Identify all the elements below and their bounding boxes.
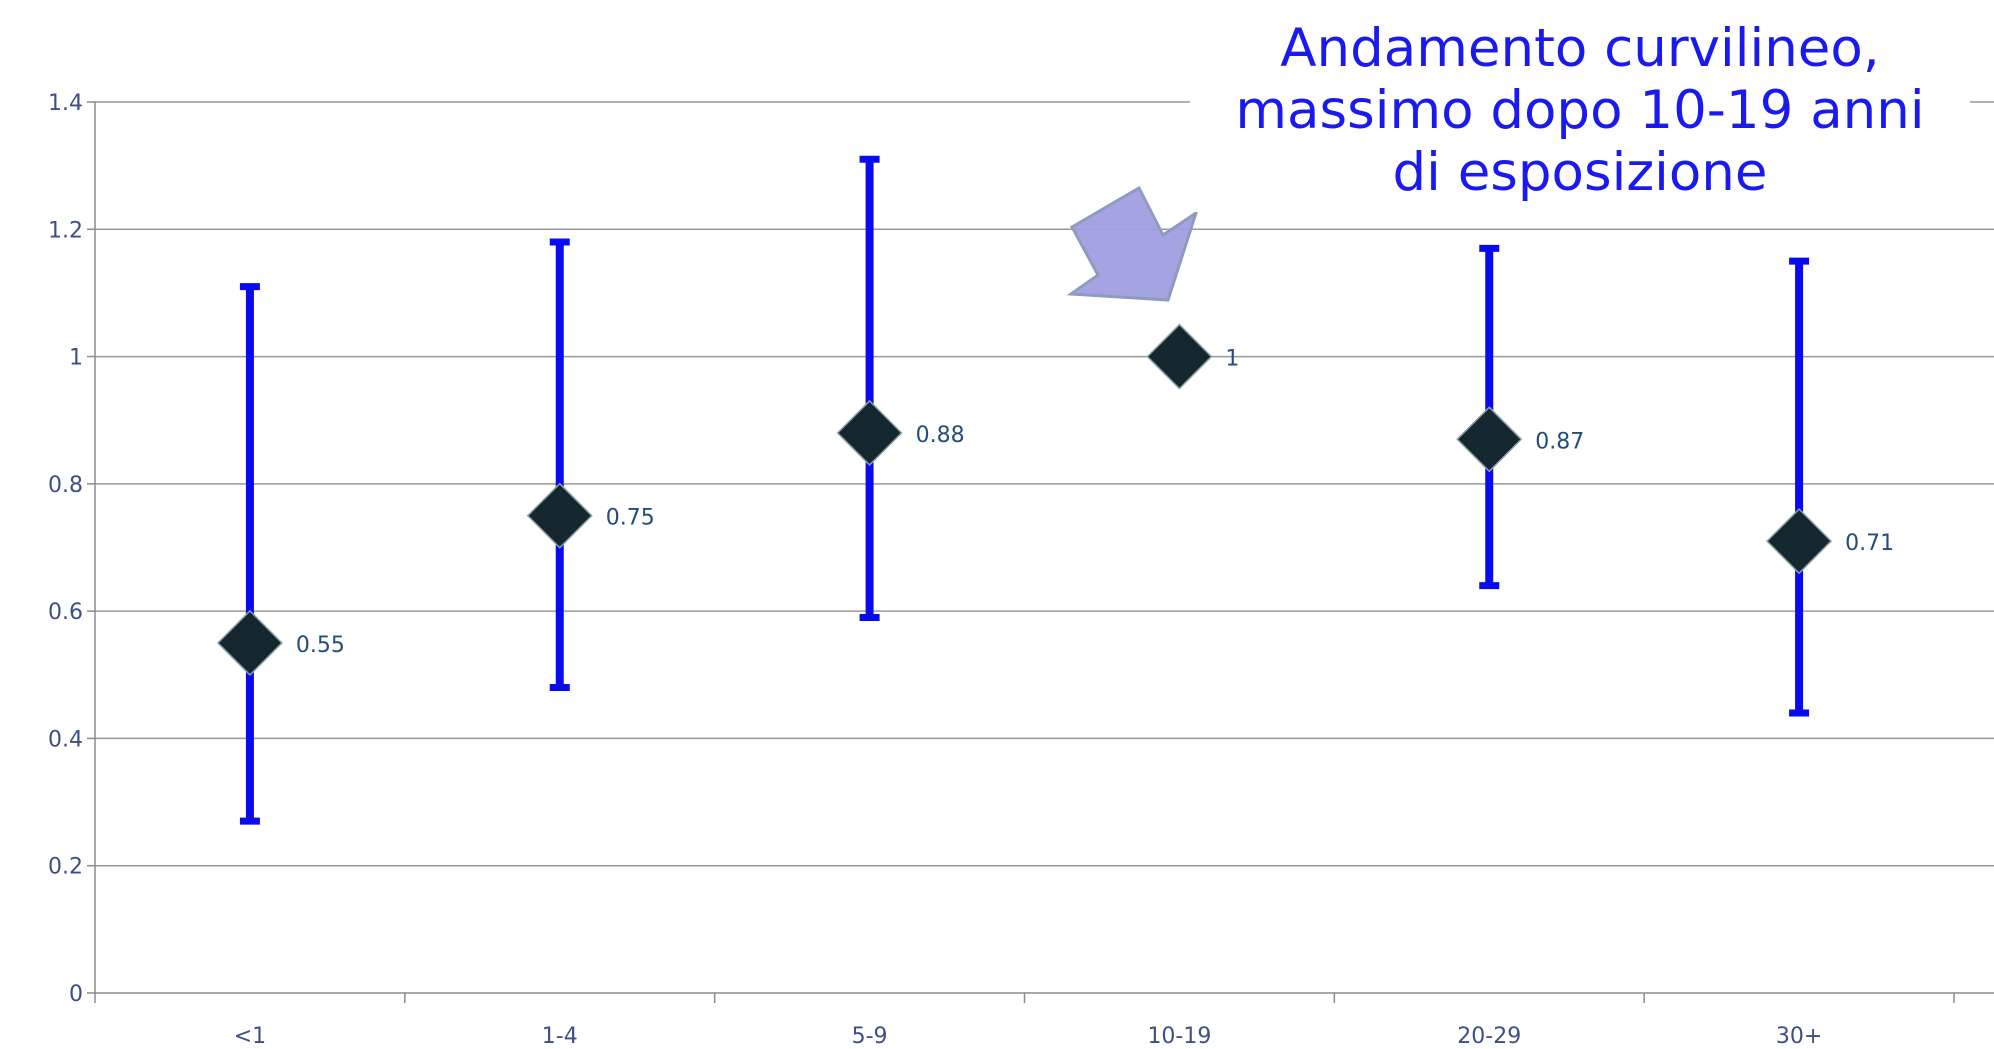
x-tick-label: 1-4 — [542, 1024, 578, 1049]
y-tick-label: 0.2 — [48, 855, 83, 880]
error-bar — [1789, 261, 1809, 713]
annotation-text: Andamento curvilineo, massimo dopo 10-19… — [1190, 14, 1970, 212]
data-label: 0.75 — [606, 506, 655, 531]
data-point — [1767, 509, 1831, 573]
data-label: 0.88 — [916, 423, 965, 448]
arrow-icon-group — [1071, 188, 1196, 300]
error-bar — [550, 242, 570, 688]
x-tick-label: <1 — [234, 1024, 266, 1049]
data-label: 0.71 — [1845, 531, 1894, 556]
y-tick-label: 1 — [69, 346, 83, 371]
y-tick-label: 0 — [69, 982, 83, 1007]
annotation-line-2: massimo dopo 10-19 anni — [1190, 80, 1970, 142]
y-tick-labels: 0 0.2 0.4 0.6 0.8 1 1.2 1.4 — [48, 91, 83, 1007]
data-label: 0.87 — [1535, 429, 1584, 454]
error-bar — [240, 287, 260, 822]
annotation-line-1: Andamento curvilineo, — [1190, 18, 1970, 80]
y-tick-label: 0.6 — [48, 600, 83, 625]
x-tick-label: 10-19 — [1147, 1024, 1211, 1049]
x-tick-label: 30+ — [1776, 1024, 1822, 1049]
x-tick-label: 5-9 — [852, 1024, 888, 1049]
y-tick-label: 1.4 — [48, 91, 83, 116]
data-point — [1147, 325, 1211, 389]
y-tick-label: 0.4 — [48, 727, 83, 752]
error-bars — [240, 159, 1809, 821]
x-tick-labels: <1 1-4 5-9 10-19 20-29 30+ — [234, 1024, 1823, 1049]
y-tick-label: 1.2 — [48, 218, 83, 243]
error-bar — [860, 159, 880, 617]
y-tick-label: 0.8 — [48, 473, 83, 498]
data-point — [528, 484, 592, 548]
x-tick-label: 20-29 — [1457, 1024, 1521, 1049]
arrow-icon — [1071, 188, 1196, 300]
markers — [218, 325, 1831, 675]
gridlines — [95, 102, 1994, 866]
axes — [87, 102, 1994, 1003]
data-point — [218, 611, 282, 675]
annotation-line-3: di esposizione — [1190, 142, 1970, 204]
data-label: 0.55 — [296, 633, 345, 658]
data-point — [1457, 407, 1521, 471]
data-point — [838, 401, 902, 465]
data-label: 1 — [1225, 347, 1239, 372]
